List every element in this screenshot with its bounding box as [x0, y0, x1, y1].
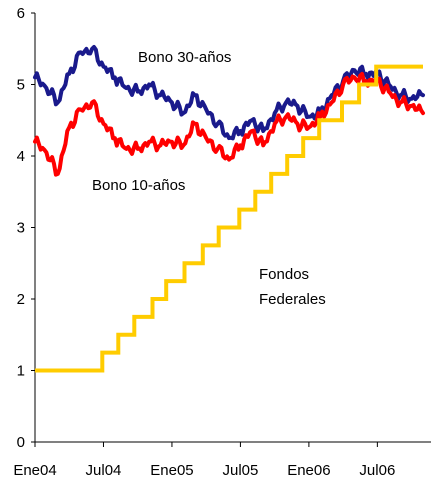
y-tick-label: 1	[17, 363, 25, 380]
x-tick-label: Ene05	[150, 462, 193, 479]
series-group	[33, 45, 425, 373]
labels: 0 1 2 3 4 5 6 Ene04 Jul04 Ene05 Jul05 Ene06 Jul06 Bon…	[13, 5, 395, 479]
y-tick-label: 0	[17, 434, 25, 451]
x-tick-label: Ene04	[13, 462, 56, 479]
annotation-fed: Federales	[259, 291, 326, 308]
series-line-fed	[35, 64, 423, 373]
x-tick-label: Ene06	[287, 462, 330, 479]
x-tick-label: Jul06	[359, 462, 395, 479]
y-tick-label: 3	[17, 220, 25, 237]
x-tick-label: Jul04	[86, 462, 122, 479]
series-line-bono10	[33, 71, 425, 177]
y-tick-label: 5	[17, 77, 25, 94]
y-tick-label: 2	[17, 291, 25, 308]
annotation-fed: Fondos	[259, 266, 309, 283]
annotation-bono30: Bono 30-años	[138, 49, 231, 66]
y-tick-label: 6	[17, 5, 25, 22]
y-tick-label: 4	[17, 148, 25, 165]
annotation-bono10: Bono 10-años	[92, 177, 185, 194]
x-tick-label: Jul05	[222, 462, 258, 479]
